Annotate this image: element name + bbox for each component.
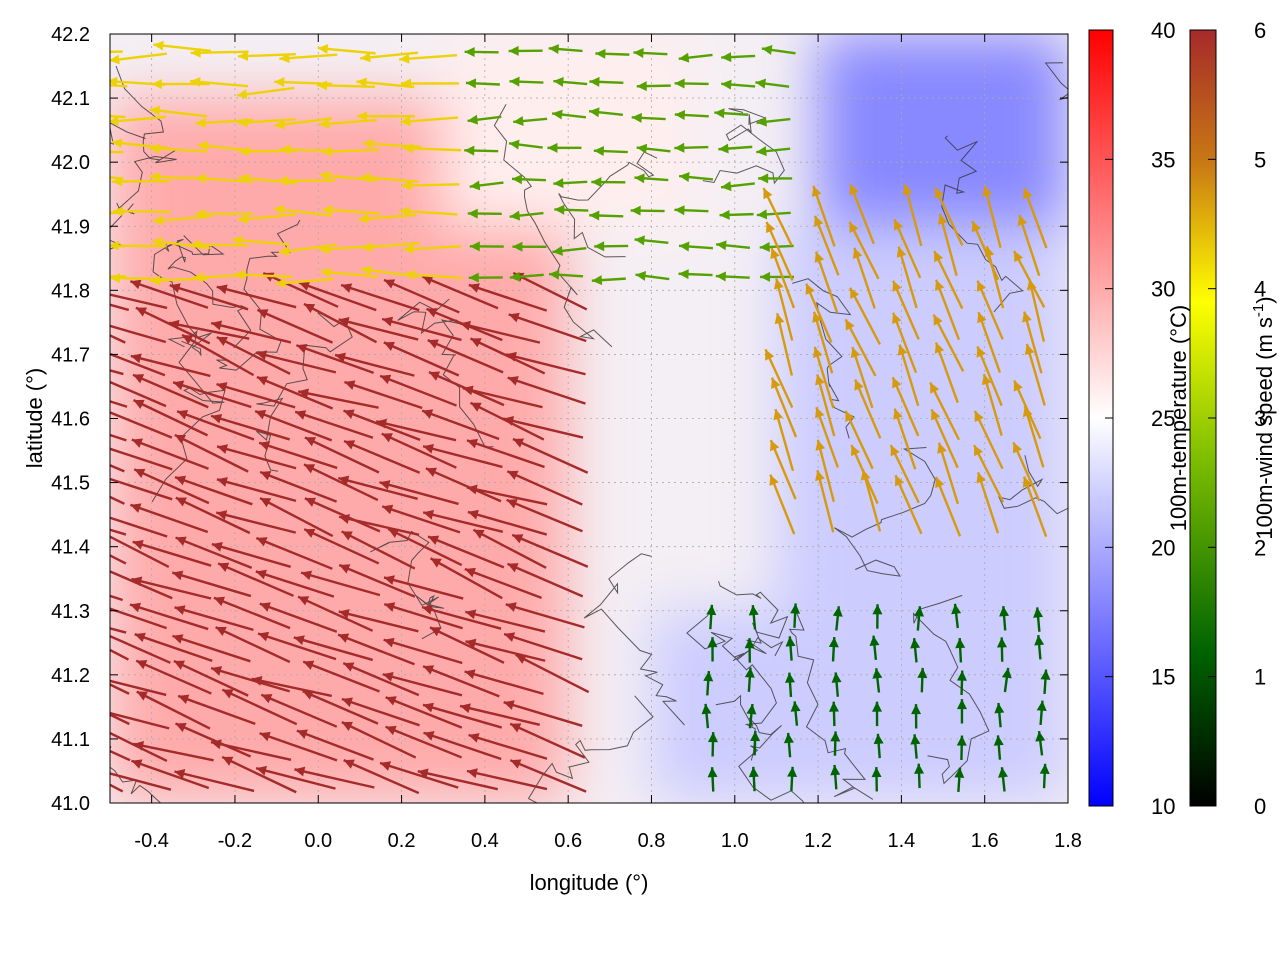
colorbar-tick-label: 35	[1151, 147, 1175, 172]
x-axis-label: longitude (°)	[530, 870, 649, 895]
x-tick-label: 1.8	[1054, 830, 1082, 852]
colorbar-tick-label: 0	[1254, 794, 1266, 819]
y-tick-label: 41.6	[51, 409, 90, 431]
x-tick-label: 1.4	[887, 830, 915, 852]
y-tick-label: 41.7	[51, 344, 90, 366]
temperature-colorbar-label: 100m-temperature (°C)	[1166, 305, 1191, 531]
x-tick-label: 0.4	[471, 830, 499, 852]
y-tick-label: 41.3	[51, 601, 90, 623]
colorbar-tick-label: 1	[1254, 665, 1266, 690]
colorbar-tick-label: 5	[1254, 147, 1266, 172]
x-tick-label: -0.4	[134, 830, 168, 852]
y-tick-label: 42.2	[51, 24, 90, 46]
x-tick-label: 0.2	[388, 830, 416, 852]
x-tick-label: 0.8	[638, 830, 666, 852]
y-tick-label: 41.9	[51, 216, 90, 238]
windspeed-colorbar-label: 100m-wind speed (m s-1)	[1250, 296, 1277, 539]
colorbar-tick-label: 15	[1151, 665, 1175, 690]
colorbar-tick-label: 30	[1151, 277, 1175, 302]
colorbar-tick-label: 40	[1151, 18, 1175, 43]
x-tick-label: 0.6	[554, 830, 582, 852]
y-tick-label: 41.8	[51, 280, 90, 302]
colorbar-tick-label: 20	[1151, 535, 1175, 560]
y-tick-label: 42.0	[51, 152, 90, 174]
y-axis-label: latitude (°)	[22, 368, 47, 469]
colorbar-tick-label: 6	[1254, 18, 1266, 43]
y-tick-label: 41.4	[51, 537, 90, 559]
x-tick-label: 1.6	[971, 830, 999, 852]
x-tick-label: -0.2	[218, 830, 252, 852]
y-tick-label: 41.2	[51, 665, 90, 687]
x-tick-label: 1.0	[721, 830, 749, 852]
x-tick-label: 0.0	[304, 830, 332, 852]
colorbar-tick-label: 10	[1151, 794, 1175, 819]
plot-area	[41, 34, 1185, 890]
y-tick-label: 42.1	[51, 88, 90, 110]
y-tick-label: 41.0	[51, 793, 90, 815]
y-tick-label: 41.1	[51, 729, 90, 751]
y-tick-label: 41.5	[51, 473, 90, 495]
x-tick-label: 1.2	[804, 830, 832, 852]
